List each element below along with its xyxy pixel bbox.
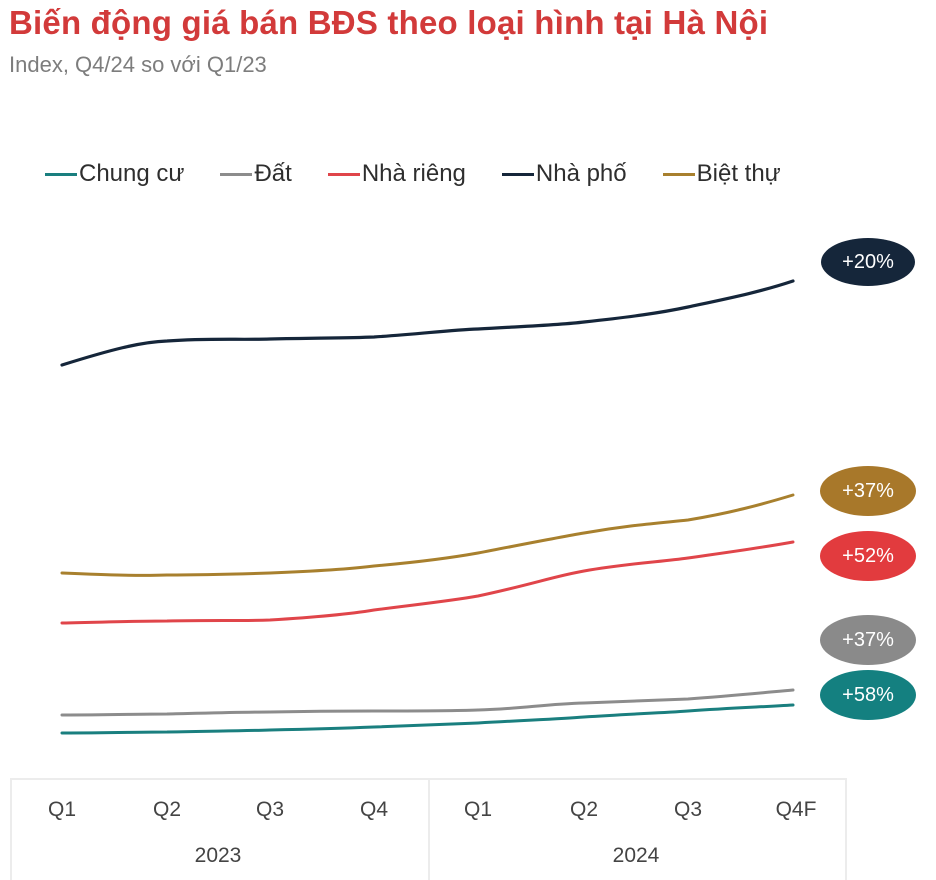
- x-tick-label: Q1: [463, 798, 493, 821]
- x-tick-label: Q3: [255, 798, 285, 821]
- x-tick-label: Q2: [152, 798, 182, 821]
- badge-label: +58%: [842, 683, 894, 706]
- x-group-label-2024: 2024: [612, 844, 660, 867]
- legend-swatch-nha-pho: [501, 172, 534, 176]
- x-axis-year-divider: [428, 778, 430, 880]
- change-badge-nha-pho: +20%: [821, 238, 915, 286]
- series-line-chung-cu: [60, 703, 795, 735]
- legend-swatch-dat: [220, 172, 253, 176]
- x-tick-label: Q4F: [775, 798, 817, 821]
- legend-item-nha-pho: Nhà phố: [501, 160, 627, 188]
- series-line-biet-thu: [60, 493, 795, 577]
- x-tick-label: Q4: [359, 798, 389, 821]
- legend-label: Chung cư: [79, 160, 185, 187]
- x-tick-label: Q3: [673, 798, 703, 821]
- legend-label: Nhà riêng: [361, 160, 466, 187]
- chart-legend: Chung cư Đất Nhà riêng Nhà phố Biệt thự: [45, 160, 817, 188]
- x-group-label-2023: 2023: [194, 844, 242, 867]
- legend-item-chung-cu: Chung cư: [45, 160, 184, 188]
- chart-title: Biến động giá bán BĐS theo loại hình tại…: [9, 4, 769, 41]
- change-badge-chung-cu: +58%: [820, 670, 916, 720]
- change-badge-dat: +37%: [820, 615, 916, 665]
- x-tick-label: Q1: [47, 798, 77, 821]
- legend-label: Đất: [254, 160, 292, 187]
- badge-label: +52%: [842, 544, 894, 567]
- legend-label: Nhà phố: [535, 160, 627, 187]
- legend-swatch-chung-cu: [45, 172, 77, 176]
- legend-item-biet-thu: Biệt thự: [662, 160, 781, 188]
- legend-label: Biệt thự: [696, 160, 781, 187]
- series-line-dat: [60, 688, 795, 717]
- series-line-nha-pho: [60, 279, 795, 367]
- chart-subtitle: Index, Q4/24 so với Q1/23: [9, 52, 267, 77]
- legend-swatch-nha-rieng: [327, 172, 360, 176]
- legend-swatch-biet-thu: [662, 172, 695, 176]
- legend-item-dat: Đất: [220, 160, 292, 188]
- badge-label: +37%: [842, 628, 894, 651]
- legend-item-nha-rieng: Nhà riêng: [327, 160, 466, 188]
- change-badge-biet-thu: +37%: [820, 466, 916, 516]
- x-tick-label: Q2: [569, 798, 599, 821]
- badge-label: +20%: [842, 250, 894, 273]
- change-badge-nha-rieng: +52%: [820, 531, 916, 581]
- badge-label: +37%: [842, 479, 894, 502]
- series-line-nha-rieng: [60, 540, 795, 625]
